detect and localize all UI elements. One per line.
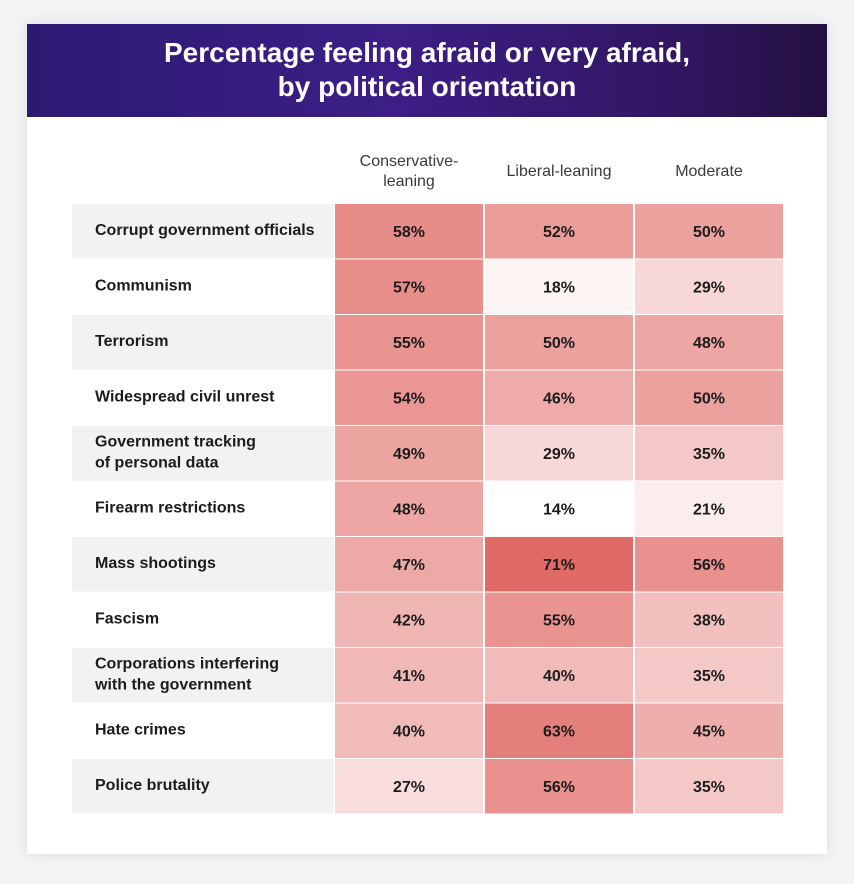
heatmap-table: Conservative-leaning Liberal-leaning Moder… (72, 153, 783, 814)
cell-value-government-tracking-of-personal-data-moderate: 35% (693, 446, 725, 463)
heatmap-cell-mass-shootings-moderate (635, 537, 783, 592)
cell-value-terrorism-liberal-leaning: 50% (543, 335, 575, 352)
cell-value-widespread-civil-unrest-liberal-leaning: 46% (543, 390, 575, 407)
cell-value-terrorism-moderate: 48% (693, 335, 725, 352)
cell-value-mass-shootings-liberal-leaning: 71% (543, 557, 575, 574)
cell-value-corporations-interfering-with-the-government-conservative-leaning: 41% (393, 668, 425, 685)
heatmap-cell-police-brutality-conservative-leaning (335, 759, 483, 814)
row-label-corporations-interfering-with-the-government: Corporations interfering with the governm… (94, 655, 279, 693)
cell-value-corrupt-government-officials-conservative-leaning: 58% (393, 224, 425, 241)
heatmap-cell-terrorism-liberal-leaning (485, 315, 633, 370)
row-label-bg-hate-crimes (72, 703, 334, 758)
cell-value-government-tracking-of-personal-data-conservative-leaning: 49% (393, 446, 425, 463)
heatmap-cell-communism-moderate (635, 259, 783, 314)
cell-value-hate-crimes-conservative-leaning: 40% (393, 723, 425, 740)
row-label-bg-firearm-restrictions (72, 481, 334, 536)
cell-value-police-brutality-liberal-leaning: 56% (543, 779, 575, 796)
row-label-bg-mass-shootings (72, 537, 334, 592)
heatmap-cell-communism-conservative-leaning (335, 259, 483, 314)
heatmap-cell-government-tracking-of-personal-data-liberal-leaning (485, 426, 633, 481)
chart-title: Percentage feeling afraid or very afraid… (164, 37, 690, 102)
row-label-bg-corporations-interfering-with-the-government (72, 648, 334, 703)
cell-value-police-brutality-conservative-leaning: 27% (393, 779, 425, 796)
cell-value-fascism-liberal-leaning: 55% (543, 612, 575, 629)
heatmap-cell-mass-shootings-liberal-leaning (485, 537, 633, 592)
heatmap-cell-corporations-interfering-with-the-government-moderate (635, 648, 783, 703)
row-label-bg-police-brutality (72, 759, 334, 814)
row-label-bg-widespread-civil-unrest (72, 370, 334, 425)
row-label-corrupt-government-officials: Corrupt government officials (95, 222, 315, 239)
cell-value-corrupt-government-officials-liberal-leaning: 52% (543, 224, 575, 241)
cell-value-corporations-interfering-with-the-government-liberal-leaning: 40% (543, 668, 575, 685)
heatmap-cell-hate-crimes-conservative-leaning (335, 703, 483, 758)
row-label-government-tracking-of-personal-data: Government tracking of personal data (95, 433, 256, 471)
heatmap-cell-fascism-liberal-leaning (485, 592, 633, 647)
chart-card: Percentage feeling afraid or very afraid… (27, 24, 827, 854)
heatmap-cell-terrorism-moderate (635, 315, 783, 370)
cell-value-government-tracking-of-personal-data-liberal-leaning: 29% (543, 446, 575, 463)
heatmap-cell-government-tracking-of-personal-data-moderate (635, 426, 783, 481)
row-label-fascism: Fascism (95, 610, 159, 627)
row-label-hate-crimes: Hate crimes (95, 721, 186, 738)
heatmap-cell-corrupt-government-officials-conservative-leaning (335, 204, 483, 259)
row-label-widespread-civil-unrest: Widespread civil unrest (95, 388, 275, 405)
row-label-bg-communism (72, 259, 334, 314)
heatmap-cell-corporations-interfering-with-the-government-liberal-leaning (485, 648, 633, 703)
row-label-firearm-restrictions: Firearm restrictions (95, 499, 245, 516)
heatmap-cell-corporations-interfering-with-the-government-conservative-leaning (335, 648, 483, 703)
heatmap-cell-fascism-conservative-leaning (335, 592, 483, 647)
heatmap-cell-hate-crimes-moderate (635, 703, 783, 758)
column-header-liberal-leaning: Liberal-leaning (507, 163, 612, 180)
heatmap-cell-corrupt-government-officials-liberal-leaning (485, 204, 633, 259)
heatmap-cell-terrorism-conservative-leaning (335, 315, 483, 370)
row-label-bg-government-tracking-of-personal-data (72, 426, 334, 481)
row-label-bg-corrupt-government-officials (72, 204, 334, 259)
cell-value-corrupt-government-officials-moderate: 50% (693, 224, 725, 241)
heatmap-cell-firearm-restrictions-moderate (635, 481, 783, 536)
cell-value-widespread-civil-unrest-conservative-leaning: 54% (393, 390, 425, 407)
row-label-police-brutality: Police brutality (95, 777, 210, 794)
heatmap-cell-police-brutality-liberal-leaning (485, 759, 633, 814)
cell-value-mass-shootings-moderate: 56% (693, 557, 725, 574)
heatmap-cell-hate-crimes-liberal-leaning (485, 703, 633, 758)
heatmap-cell-police-brutality-moderate (635, 759, 783, 814)
cell-value-communism-conservative-leaning: 57% (393, 279, 425, 296)
column-header-conservative-leaning: Conservative-leaning (360, 153, 459, 190)
heatmap-cell-corrupt-government-officials-moderate (635, 204, 783, 259)
heatmap-cell-communism-liberal-leaning (485, 259, 633, 314)
row-label-communism: Communism (95, 277, 192, 294)
cell-value-widespread-civil-unrest-moderate: 50% (693, 390, 725, 407)
heatmap-cell-firearm-restrictions-conservative-leaning (335, 481, 483, 536)
cell-value-firearm-restrictions-moderate: 21% (693, 501, 725, 518)
row-label-mass-shootings: Mass shootings (95, 555, 216, 572)
cell-value-police-brutality-moderate: 35% (693, 779, 725, 796)
cell-value-firearm-restrictions-conservative-leaning: 48% (393, 501, 425, 518)
heatmap-cell-firearm-restrictions-liberal-leaning (485, 481, 633, 536)
heatmap-cell-mass-shootings-conservative-leaning (335, 537, 483, 592)
column-header-moderate: Moderate (675, 163, 743, 180)
cell-value-firearm-restrictions-liberal-leaning: 14% (543, 501, 575, 518)
cell-value-fascism-conservative-leaning: 42% (393, 612, 425, 629)
heatmap-cell-fascism-moderate (635, 592, 783, 647)
heatmap-cell-widespread-civil-unrest-liberal-leaning (485, 370, 633, 425)
cell-value-terrorism-conservative-leaning: 55% (393, 335, 425, 352)
cell-value-hate-crimes-moderate: 45% (693, 723, 725, 740)
row-label-bg-terrorism (72, 315, 334, 370)
cell-value-hate-crimes-liberal-leaning: 63% (543, 723, 575, 740)
cell-value-mass-shootings-conservative-leaning: 47% (393, 557, 425, 574)
row-label-terrorism: Terrorism (95, 333, 169, 350)
row-label-bg-fascism (72, 592, 334, 647)
cell-value-communism-liberal-leaning: 18% (543, 279, 575, 296)
cell-value-corporations-interfering-with-the-government-moderate: 35% (693, 668, 725, 685)
heatmap-cell-widespread-civil-unrest-moderate (635, 370, 783, 425)
cell-value-fascism-moderate: 38% (693, 612, 725, 629)
heatmap-cell-widespread-civil-unrest-conservative-leaning (335, 370, 483, 425)
title-banner: Percentage feeling afraid or very afraid… (27, 24, 827, 117)
cell-value-communism-moderate: 29% (693, 279, 725, 296)
heatmap-cell-government-tracking-of-personal-data-conservative-leaning (335, 426, 483, 481)
